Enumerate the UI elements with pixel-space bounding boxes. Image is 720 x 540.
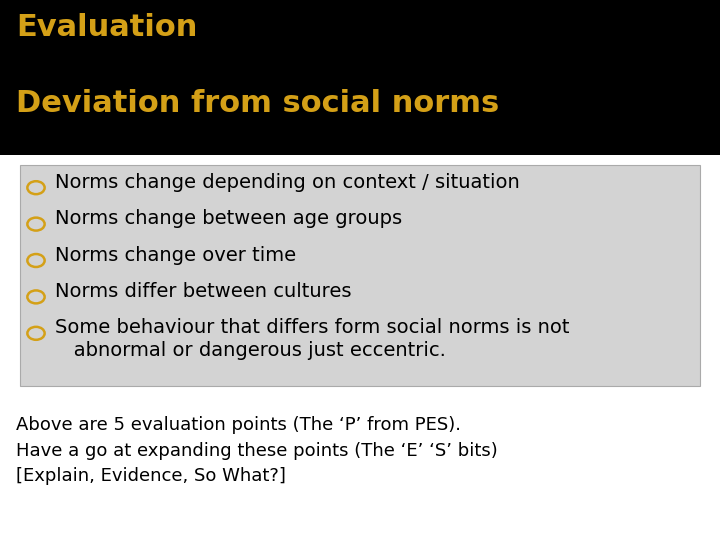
- FancyBboxPatch shape: [0, 0, 720, 155]
- Text: Some behaviour that differs form social norms is not
   abnormal or dangerous ju: Some behaviour that differs form social …: [55, 319, 570, 360]
- Text: Deviation from social norms: Deviation from social norms: [16, 89, 499, 118]
- Text: Norms change over time: Norms change over time: [55, 246, 296, 265]
- Text: Norms differ between cultures: Norms differ between cultures: [55, 282, 351, 301]
- Text: Evaluation: Evaluation: [16, 14, 197, 43]
- Text: Norms change between age groups: Norms change between age groups: [55, 209, 402, 228]
- Text: Above are 5 evaluation points (The ‘P’ from PES).
Have a go at expanding these p: Above are 5 evaluation points (The ‘P’ f…: [16, 416, 498, 485]
- FancyBboxPatch shape: [20, 165, 700, 386]
- Text: Norms change depending on context / situation: Norms change depending on context / situ…: [55, 173, 519, 192]
